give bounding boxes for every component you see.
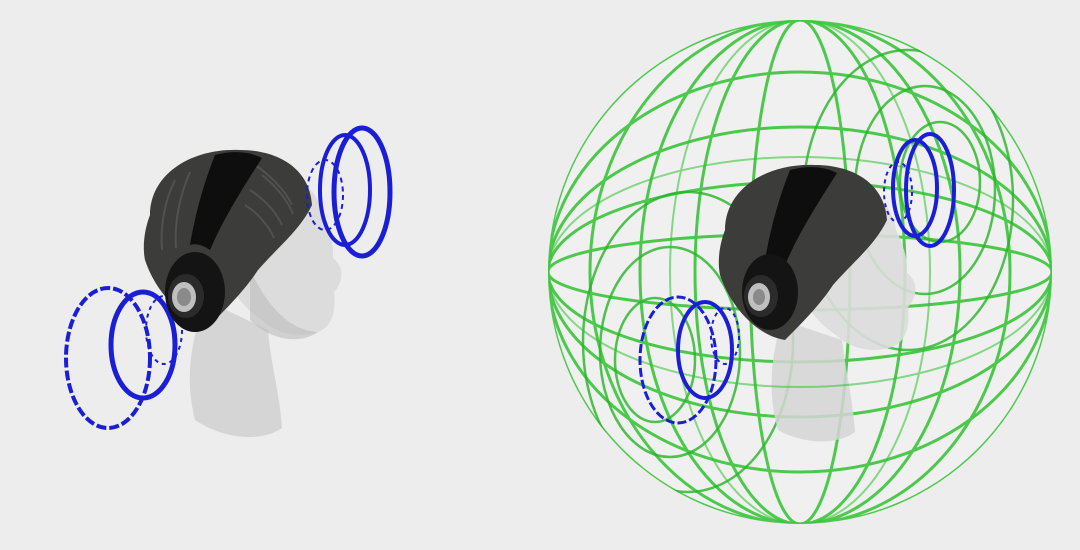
face-shadow	[250, 270, 318, 340]
stereo-panel	[0, 0, 470, 550]
right-sound-waves	[306, 125, 393, 259]
left-sound-waves	[64, 286, 183, 430]
left-wave-inner	[145, 295, 183, 365]
sphere-front-grid	[548, 20, 1052, 524]
headphone-band-spatial	[765, 167, 837, 265]
stereo-illustration	[64, 125, 393, 438]
neck-spatial	[771, 320, 855, 442]
left-sound-waves-spatial	[638, 295, 740, 425]
left-wave-outer	[64, 286, 152, 430]
headphone-earcup-spatial	[742, 254, 798, 330]
headphone-earcup	[165, 252, 225, 332]
hair-texture	[160, 164, 294, 251]
left-wave-middle	[108, 289, 178, 401]
spatial-panel	[520, 0, 1080, 550]
headphone-band	[190, 152, 262, 250]
right-wave-outer	[331, 125, 393, 259]
right-wave-middle	[318, 133, 372, 247]
right-sound-waves-spatial	[883, 132, 956, 248]
neck	[189, 300, 282, 438]
spatial-illustration	[548, 20, 1052, 524]
